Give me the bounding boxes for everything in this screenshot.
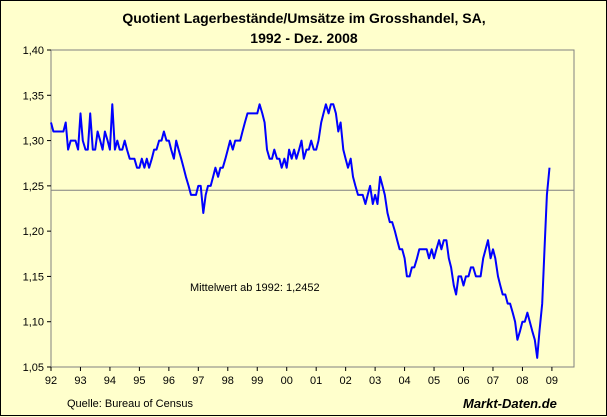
y-axis: 1,05 1,10 1,15 1,20 1,25 1,30 1,35 1,40 <box>23 45 51 374</box>
series-line <box>50 103 551 359</box>
x-tick-label: 96 <box>163 375 175 387</box>
y-tick-label: 1,10 <box>23 317 44 329</box>
y-tick-label: 1,30 <box>23 136 44 148</box>
x-tick-label: 08 <box>516 375 528 387</box>
x-tick-label: 03 <box>369 375 381 387</box>
y-tick-label: 1,05 <box>23 362 44 374</box>
y-tick-label: 1,15 <box>23 271 44 283</box>
mean-reference-label: Mittelwert ab 1992: 1,2452 <box>190 282 320 294</box>
x-tick-label: 05 <box>428 375 440 387</box>
plot-area <box>50 49 575 368</box>
x-tick-label: 00 <box>281 375 293 387</box>
y-tick-label: 1,25 <box>23 181 44 193</box>
x-tick-label: 01 <box>310 375 322 387</box>
x-tick-label: 98 <box>222 375 234 387</box>
brand-logo-text: Markt-Daten.de <box>463 396 557 411</box>
x-tick-label: 04 <box>398 375 410 387</box>
x-tick-label: 02 <box>340 375 352 387</box>
x-tick-label: 07 <box>487 375 499 387</box>
x-tick-label: 94 <box>104 375 116 387</box>
chart-title-line-1: Quotient Lagerbestände/Umsätze im Grossh… <box>122 10 485 26</box>
x-axis: 92 93 94 95 96 97 98 99 00 01 02 03 04 05 06 07 08 09 <box>45 367 558 387</box>
source-note: Quelle: Bureau of Census <box>67 398 193 410</box>
x-tick-label: 97 <box>192 375 204 387</box>
x-tick-label: 95 <box>133 375 145 387</box>
y-tick-label: 1,40 <box>23 45 44 57</box>
y-tick-label: 1,20 <box>23 226 44 238</box>
y-tick-label: 1,35 <box>23 90 44 102</box>
x-tick-label: 99 <box>251 375 263 387</box>
x-tick-label: 06 <box>457 375 469 387</box>
chart-title-line-2: 1992 - Dez. 2008 <box>250 30 358 46</box>
x-tick-label: 92 <box>45 375 57 387</box>
x-tick-label: 09 <box>546 375 558 387</box>
x-tick-label: 93 <box>74 375 86 387</box>
